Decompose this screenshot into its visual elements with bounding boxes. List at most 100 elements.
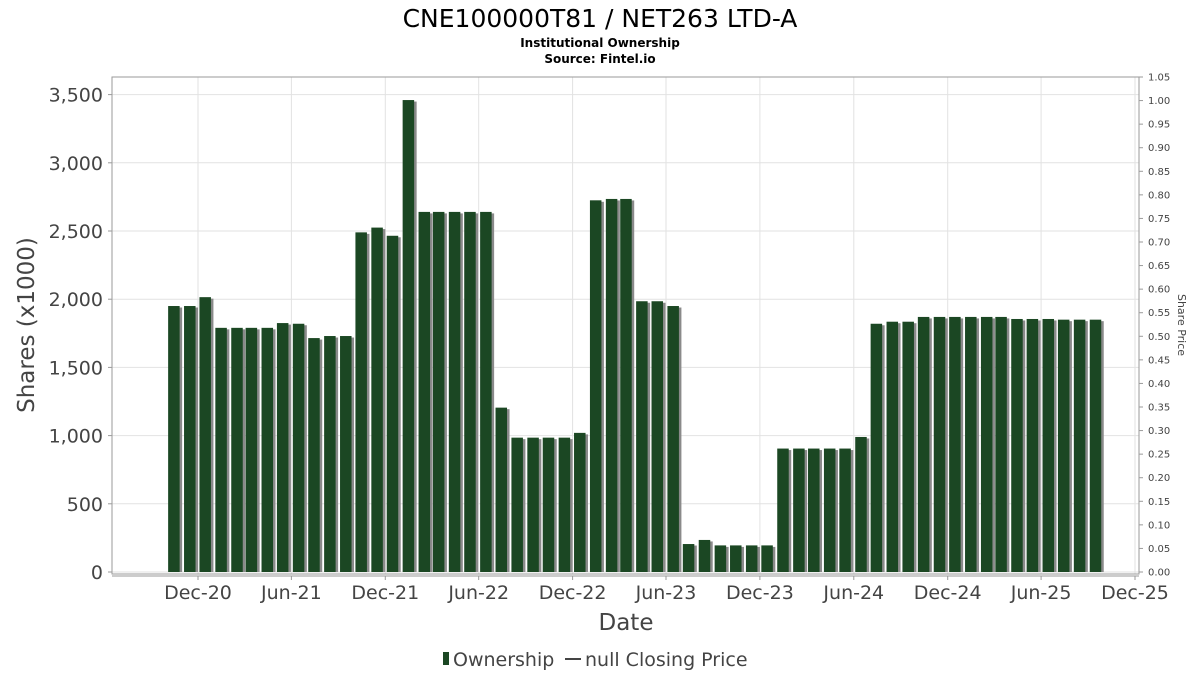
x-tick-label: Jun-22 [447,582,509,604]
ownership-bar [949,316,961,572]
x-tick-label: Dec-24 [914,582,982,604]
ownership-bar [574,432,586,572]
y-tick-label: 3,000 [49,153,103,175]
y-axis-label: Shares (x1000) [14,237,40,413]
x-tick-label: Dec-22 [539,582,607,604]
ownership-bar [902,321,914,572]
share-price-tick-label: 0.50 [1148,332,1170,343]
share-price-tick-label: 0.35 [1148,403,1170,414]
legend-ownership-label: Ownership [453,649,554,671]
ownership-bar [839,448,851,572]
chart-subtitle: Institutional Ownership [520,36,680,50]
ownership-bar [682,544,695,572]
ownership-bar [965,316,977,572]
ownership-bar [698,539,711,572]
ownership-bar [855,436,867,572]
x-axis-ticks: Dec-20 Jun-21 Dec-21 Jun-22 Dec-22 Jun-23 Dec-… [164,576,1169,604]
ownership-bar [1057,319,1070,572]
ownership-bar [980,316,993,572]
x-tick-label: Jun-23 [635,582,697,604]
ownership-bar [995,316,1007,572]
x-axis-label: Date [599,610,654,636]
ownership-bar [1073,319,1086,572]
ownership-bar [1011,318,1023,572]
share-price-axis-ticks: 0.00 0.05 0.10 0.15 0.20 0.25 0.30 0.35 0.40 0.45… [1139,73,1170,579]
ownership-bar [245,327,258,572]
ownership-bar [402,100,415,572]
y-tick-label: 2,500 [49,221,103,243]
ownership-bar [448,211,461,573]
ownership-bar [558,437,571,572]
ownership-bar [870,323,883,572]
ownership-bar [308,338,320,572]
y-tick-label: 2,000 [49,289,103,311]
share-price-tick-label: 0.95 [1148,120,1170,131]
ownership-bar [636,301,648,572]
share-price-tick-label: 0.90 [1148,143,1170,154]
ownership-bar [542,437,555,572]
ownership-bar [808,448,820,572]
ownership-bar [324,336,336,572]
ownership-bar [667,306,679,572]
x-tick-label: Dec-21 [351,582,419,604]
share-price-tick-label: 1.00 [1148,96,1170,107]
legend-ownership-swatch [443,652,449,665]
share-price-tick-label: 1.05 [1148,73,1170,84]
y-tick-label: 0 [91,562,103,584]
ownership-bar [418,211,431,573]
y-tick-label: 3,500 [49,85,103,107]
ownership-bar [777,448,789,572]
y-tick-label: 500 [67,494,103,516]
legend-price-label: null Closing Price [585,649,748,671]
ownership-bar [917,316,930,572]
ownership-bar [589,200,602,572]
x-tick-label: Jun-24 [822,582,884,604]
share-price-tick-label: 0.10 [1148,520,1170,531]
share-price-tick-label: 0.20 [1148,473,1170,484]
ownership-bar [1042,318,1055,572]
ownership-bar [620,198,632,573]
ownership-bar [1026,318,1039,572]
ownership-bar [714,545,727,572]
share-price-tick-label: 0.40 [1148,379,1170,390]
x-tick-label: Dec-25 [1101,582,1169,604]
ownership-bar [261,327,274,572]
x-tick-label: Jun-25 [1010,582,1072,604]
ownership-bar [651,301,664,572]
ownership-bar [386,235,399,573]
share-price-tick-label: 0.25 [1148,450,1170,461]
ownership-bar [292,323,305,572]
share-price-tick-label: 0.60 [1148,285,1170,296]
ownership-bar [823,448,836,572]
share-price-axis-label: Share Price [1175,294,1188,356]
ownership-bar [231,327,243,572]
chart-title: CNE100000T81 / NET263 LTD-A [403,4,798,33]
ownership-bar [355,232,367,572]
ownership-bar [761,545,773,572]
y-axis-ticks: 0 500 1,000 1,500 2,000 2,500 3,000 3,500 [49,85,112,584]
share-price-tick-label: 0.15 [1148,497,1170,508]
share-price-tick-label: 0.65 [1148,261,1170,272]
ownership-bar [168,306,180,572]
share-price-tick-label: 0.85 [1148,167,1170,178]
ownership-bar [527,437,539,572]
share-price-tick-label: 0.75 [1148,214,1170,225]
x-tick-label: Dec-23 [726,582,794,604]
ownership-bar [276,323,289,572]
ownership-bar [340,336,352,572]
ownership-bar [480,211,492,573]
y-tick-label: 1,000 [49,426,103,448]
chart-source: Source: Fintel.io [544,52,655,66]
x-tick-label: Dec-20 [164,582,232,604]
ownership-bar [184,306,196,572]
ownership-bar [605,198,618,573]
ownership-bar [432,211,445,573]
x-tick-label: Jun-21 [260,582,322,604]
plot-area-border [111,76,1140,575]
share-price-tick-label: 0.00 [1148,568,1170,579]
share-price-tick-label: 0.05 [1148,544,1170,555]
ownership-bar [371,227,383,572]
ownership-bar [1089,319,1102,572]
ownership-bar [495,407,508,572]
ownership-bar [730,545,742,572]
